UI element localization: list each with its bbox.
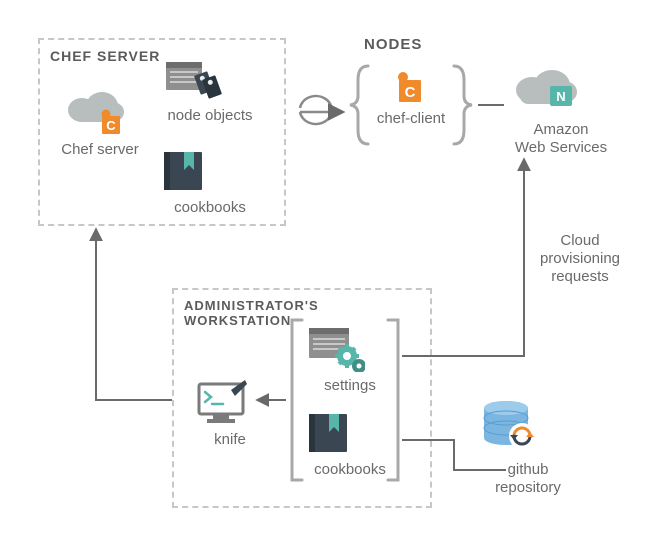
aws-label-2: Web Services <box>506 139 616 157</box>
knife-node: knife <box>195 378 265 449</box>
github-node: github repository <box>478 398 578 497</box>
square-bracket-icon <box>288 316 418 486</box>
chef-client-node: C chef-client <box>346 60 476 155</box>
svg-text:C: C <box>106 118 116 133</box>
svg-text:C: C <box>405 84 416 101</box>
aws-label-1: Amazon <box>506 121 616 139</box>
cookbooks-server-label: cookbooks <box>160 199 260 217</box>
cookbooks-server-node: cookbooks <box>160 148 260 217</box>
knife-terminal-icon <box>195 378 251 426</box>
aws-cloud-icon: N <box>506 66 586 114</box>
cloud-req-l3: requests <box>530 268 630 286</box>
aws-node: N Amazon Web Services <box>506 66 616 157</box>
database-icon <box>478 398 542 454</box>
chef-client-badge-icon: C <box>394 70 428 104</box>
node-objects-label: node objects <box>160 107 260 125</box>
chef-client-label: chef-client <box>372 110 450 128</box>
node-objects-node: node objects <box>160 58 260 125</box>
chef-server-title: CHEF SERVER <box>50 48 160 64</box>
chef-server-label: Chef server <box>60 141 140 159</box>
github-label-1: github <box>478 461 578 479</box>
diagram-stage: CHEF SERVER ADMINISTRATOR'S WORKSTATION … <box>0 0 648 551</box>
svg-text:N: N <box>556 89 565 104</box>
cloud-requests-label: Cloud provisioning requests <box>530 232 630 286</box>
chef-badge-icon: C <box>98 108 126 136</box>
cookbook-icon <box>160 148 210 194</box>
cloud-req-l2: provisioning <box>530 250 630 268</box>
github-label-2: repository <box>478 479 578 497</box>
knife-label: knife <box>195 431 265 449</box>
nodes-heading: NODES <box>364 36 422 53</box>
node-objects-icon <box>160 58 226 102</box>
edge-server-to-nodes <box>300 96 342 124</box>
cloud-req-l1: Cloud <box>530 232 630 250</box>
chef-server-node: C Chef server <box>60 86 140 159</box>
edge-workstation-to-server <box>96 230 172 400</box>
